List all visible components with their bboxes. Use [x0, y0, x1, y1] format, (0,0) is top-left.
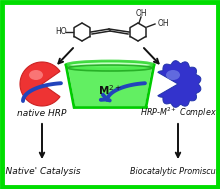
Ellipse shape — [68, 65, 152, 71]
Polygon shape — [158, 61, 201, 107]
Text: OH: OH — [135, 9, 147, 18]
Polygon shape — [68, 67, 152, 106]
Text: OH: OH — [158, 19, 170, 29]
Ellipse shape — [29, 70, 43, 80]
Text: HRP-M$^{2+}$ Complex: HRP-M$^{2+}$ Complex — [140, 106, 216, 120]
Text: HO: HO — [55, 28, 67, 36]
Ellipse shape — [166, 70, 180, 80]
Text: native HRP: native HRP — [17, 108, 67, 118]
Polygon shape — [20, 62, 60, 106]
Text: Biocatalytic Promiscuity: Biocatalytic Promiscuity — [130, 167, 220, 177]
Text: 'Native' Catalysis: 'Native' Catalysis — [3, 167, 81, 177]
Ellipse shape — [66, 61, 154, 69]
Text: M$^{2+}$: M$^{2+}$ — [98, 83, 122, 97]
